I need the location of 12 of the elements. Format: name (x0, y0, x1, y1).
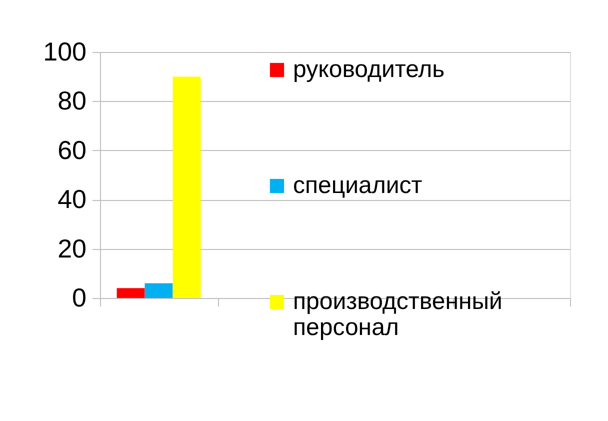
y-tick-label: 80 (58, 86, 86, 116)
bar (144, 283, 173, 298)
y-tick-label: 0 (72, 282, 86, 312)
y-tick-label: 20 (58, 233, 86, 264)
y-tick-label: 60 (58, 134, 86, 165)
bar (172, 76, 201, 298)
legend-label: специалист (293, 172, 422, 199)
bar (116, 288, 145, 298)
legend-label: руководитель (293, 56, 445, 83)
legend-label: производственный персонал (293, 288, 502, 341)
y-tick-label: 100 (43, 36, 86, 66)
y-tick-label: 40 (58, 184, 86, 214)
